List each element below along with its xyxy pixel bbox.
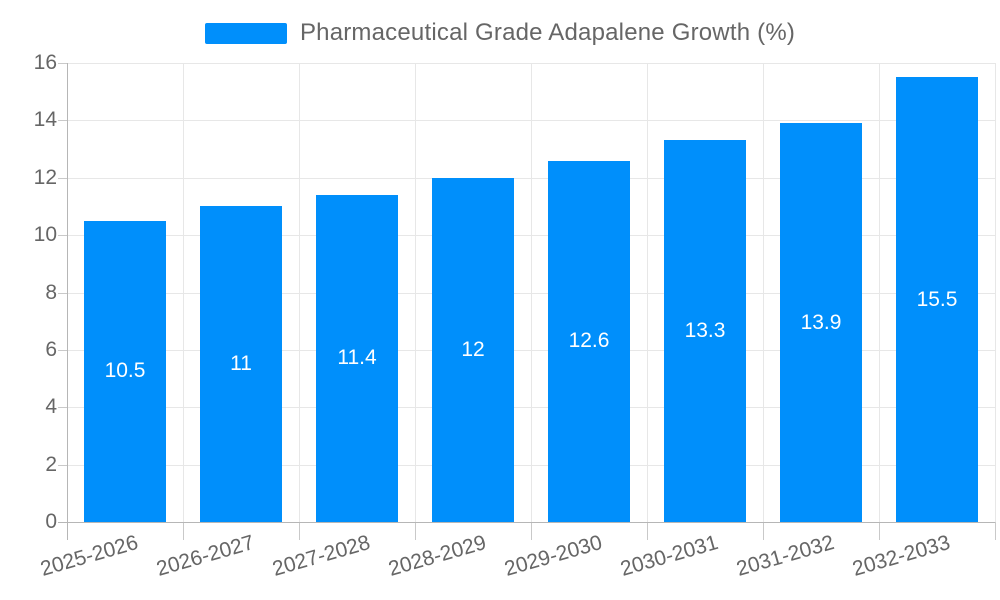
x-axis-label: 2028-2029 xyxy=(385,531,489,581)
x-axis-tick xyxy=(183,522,184,540)
y-axis-tick xyxy=(58,120,67,122)
y-axis-label: 8 xyxy=(45,280,57,304)
x-gridline xyxy=(183,63,184,522)
x-axis-tick xyxy=(995,522,996,540)
x-axis-label: 2027-2028 xyxy=(269,531,373,581)
y-axis-tick xyxy=(58,177,67,179)
y-axis-tick xyxy=(58,235,67,237)
x-axis-line xyxy=(58,522,995,523)
x-gridline xyxy=(647,63,648,522)
y-axis-label: 14 xyxy=(33,108,57,132)
y-axis-label: 10 xyxy=(33,223,57,247)
y-axis-tick xyxy=(58,292,67,294)
bar-2029-2030[interactable]: 12.6 xyxy=(548,160,630,522)
x-axis-label: 2032-2033 xyxy=(849,531,953,581)
x-axis-label: 2029-2030 xyxy=(501,531,605,581)
bar-value-label: 12 xyxy=(461,337,485,361)
x-axis-label: 2030-2031 xyxy=(617,531,721,581)
y-axis-label: 12 xyxy=(33,165,57,189)
bar-2026-2027[interactable]: 11 xyxy=(200,206,282,522)
bar-2030-2031[interactable]: 13.3 xyxy=(664,140,746,522)
bar-value-label: 10.5 xyxy=(104,359,146,383)
y-axis-tick xyxy=(58,349,67,351)
bar-value-label: 13.3 xyxy=(684,319,726,343)
bar-value-label: 13.9 xyxy=(800,310,842,334)
x-axis-tick xyxy=(763,522,764,540)
y-axis-tick xyxy=(58,63,67,64)
y-axis-label: 2 xyxy=(45,452,57,476)
bar-value-label: 12.6 xyxy=(568,329,610,353)
y-axis-label: 6 xyxy=(45,337,57,361)
y-axis-tick xyxy=(58,464,67,466)
x-gridline xyxy=(995,63,996,522)
bar-2027-2028[interactable]: 11.4 xyxy=(316,194,398,522)
y-axis-label: 4 xyxy=(45,395,57,419)
bar-value-label: 11.4 xyxy=(337,346,377,370)
legend-label: Pharmaceutical Grade Adapalene Growth (%… xyxy=(299,19,796,46)
bar-2031-2032[interactable]: 13.9 xyxy=(780,123,862,522)
y-axis-tick xyxy=(58,407,67,409)
bar-2025-2026[interactable]: 10.5 xyxy=(84,220,166,522)
bar-2028-2029[interactable]: 12 xyxy=(432,177,514,522)
x-gridline xyxy=(879,63,880,522)
x-axis-label: 2025-2026 xyxy=(37,531,141,581)
x-axis-tick xyxy=(879,522,880,540)
x-axis-tick xyxy=(647,522,648,540)
x-axis-label: 2026-2027 xyxy=(153,531,257,581)
bar-2032-2033[interactable]: 15.5 xyxy=(896,77,978,522)
x-gridline xyxy=(299,63,300,522)
x-axis-tick xyxy=(415,522,416,540)
x-axis-tick xyxy=(531,522,532,540)
x-gridline xyxy=(763,63,764,522)
y-axis-label: 16 xyxy=(33,51,57,74)
bar-value-label: 15.5 xyxy=(916,287,958,311)
legend-item[interactable]: Pharmaceutical Grade Adapalene Growth (%… xyxy=(0,19,1000,46)
y-axis-line xyxy=(67,63,68,540)
y-axis-label: 0 xyxy=(45,510,57,533)
bar-value-label: 11 xyxy=(230,352,252,376)
x-axis-label: 2031-2032 xyxy=(733,531,837,581)
x-axis-tick xyxy=(299,522,300,540)
legend-marker xyxy=(204,22,287,44)
x-gridline xyxy=(415,63,416,522)
x-gridline xyxy=(531,63,532,522)
